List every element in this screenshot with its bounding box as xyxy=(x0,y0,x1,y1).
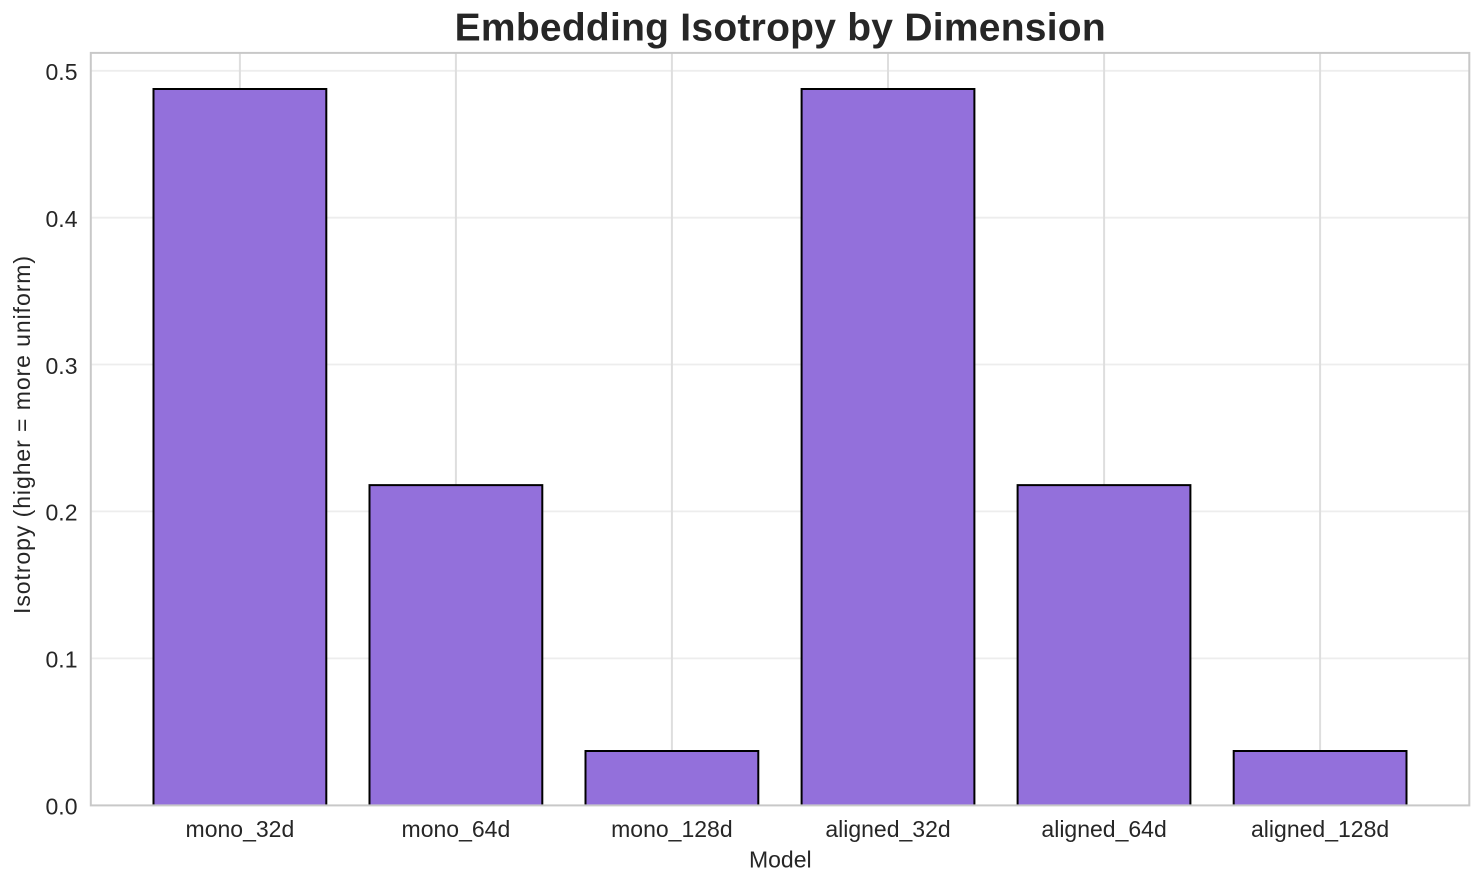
svg-text:mono_128d: mono_128d xyxy=(611,816,733,842)
svg-text:Embedding Isotropy by Dimensio: Embedding Isotropy by Dimension xyxy=(455,6,1106,49)
svg-text:Model: Model xyxy=(749,846,812,872)
svg-text:mono_64d: mono_64d xyxy=(402,816,511,842)
svg-text:0.5: 0.5 xyxy=(46,59,78,85)
svg-text:0.0: 0.0 xyxy=(46,794,78,820)
svg-text:aligned_64d: aligned_64d xyxy=(1041,816,1166,842)
svg-text:0.1: 0.1 xyxy=(46,647,78,673)
svg-text:aligned_32d: aligned_32d xyxy=(825,816,950,842)
svg-text:0.2: 0.2 xyxy=(46,500,78,526)
svg-text:0.4: 0.4 xyxy=(46,206,78,232)
svg-text:Isotropy (higher = more unifor: Isotropy (higher = more uniform) xyxy=(9,255,35,614)
svg-text:mono_32d: mono_32d xyxy=(186,816,295,842)
svg-text:aligned_128d: aligned_128d xyxy=(1251,816,1389,842)
svg-text:0.3: 0.3 xyxy=(46,353,78,379)
